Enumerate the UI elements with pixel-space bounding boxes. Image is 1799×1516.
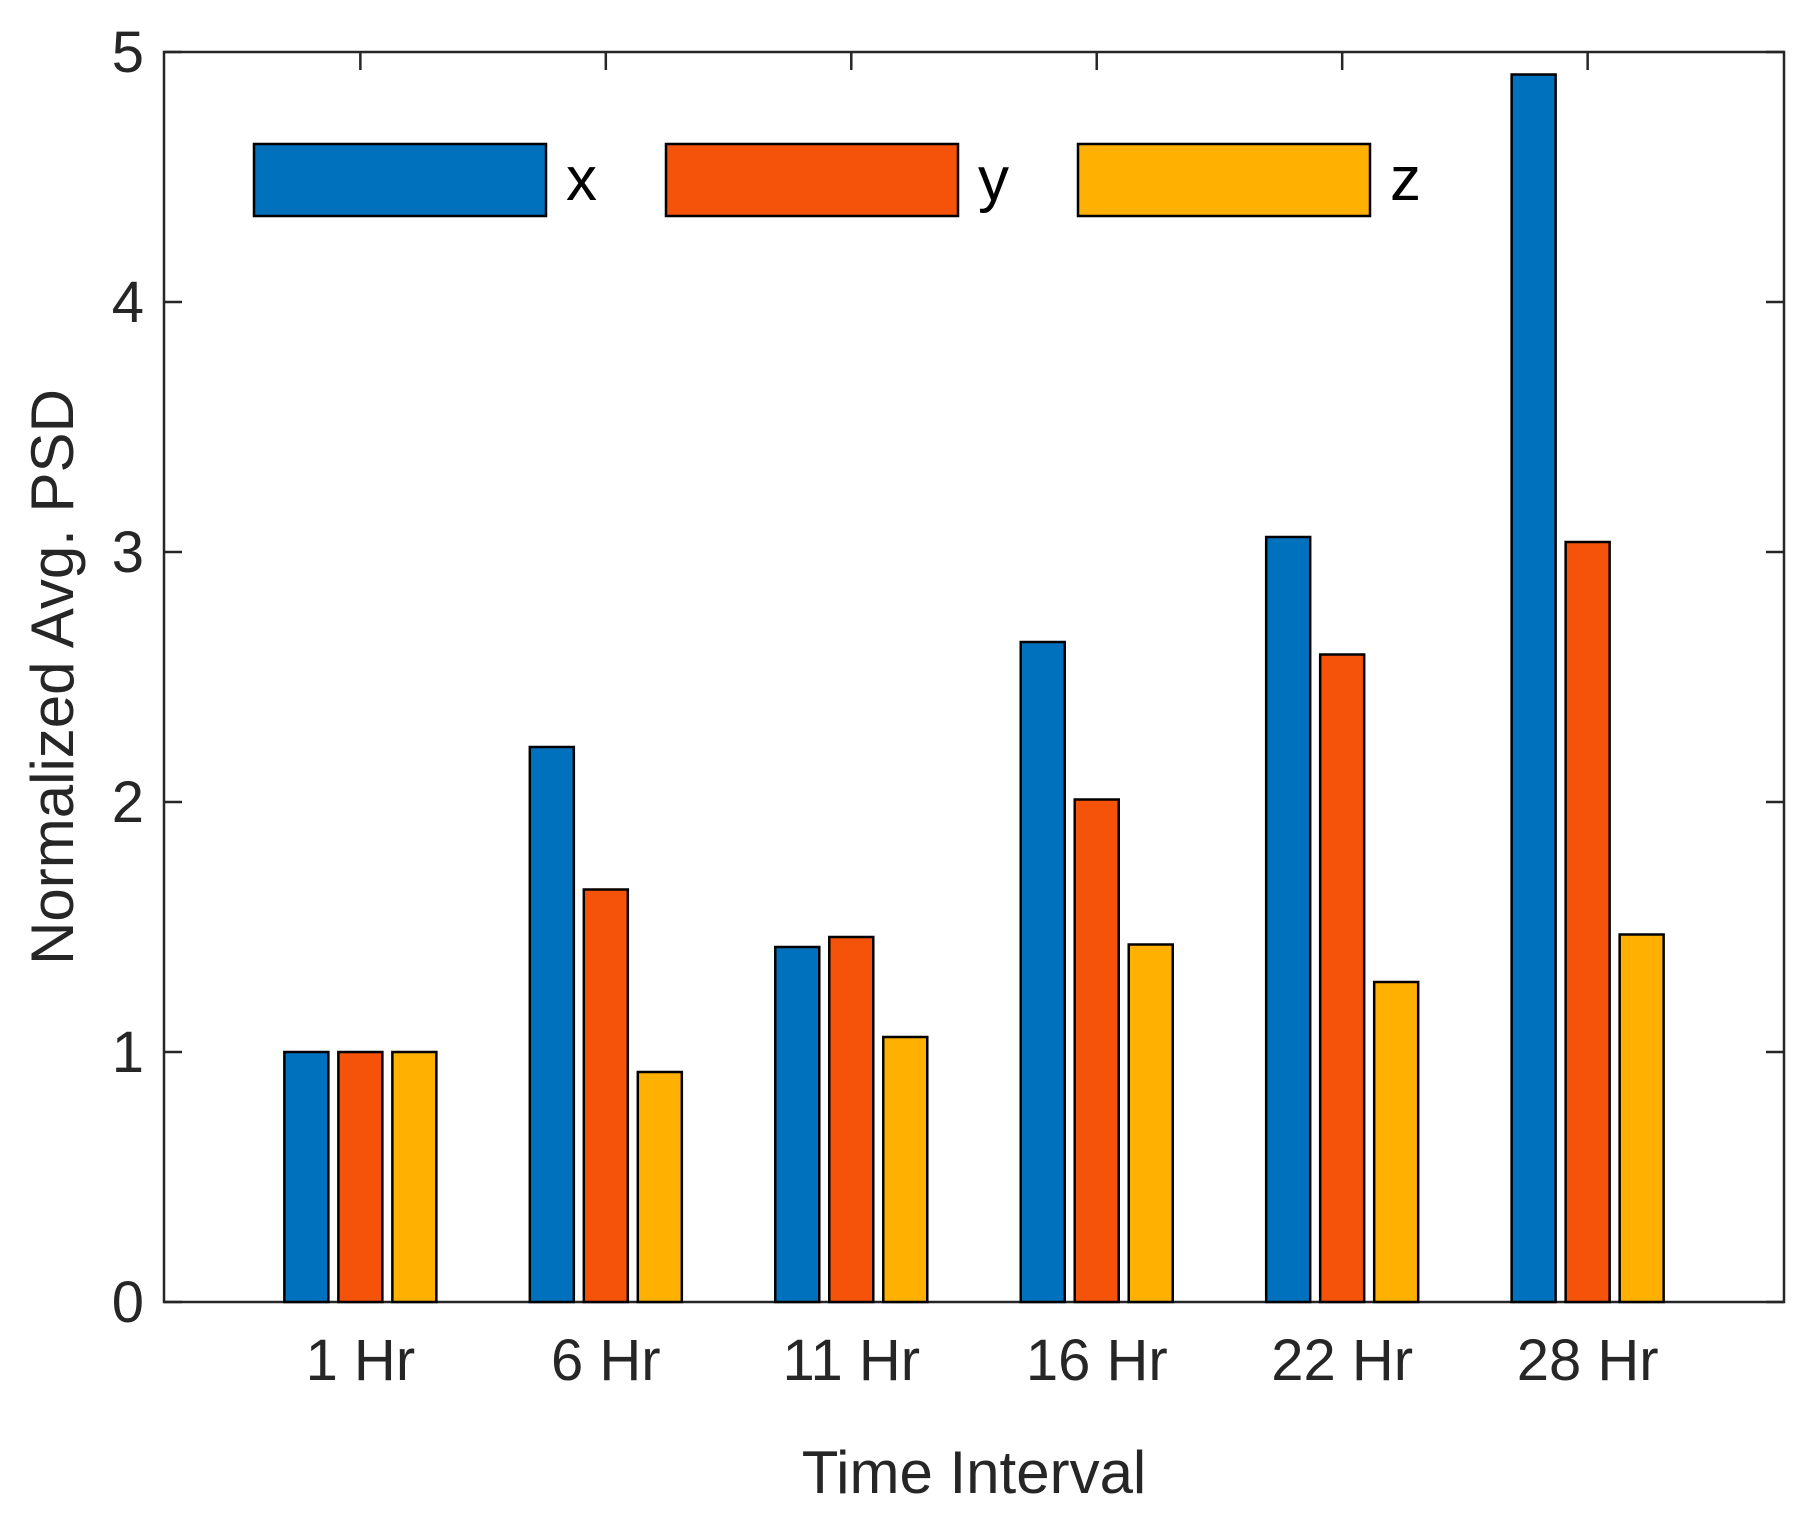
bar-z-1-hr (391, 1050, 438, 1304)
bar-x-22-hr (1264, 535, 1312, 1304)
x-tick-label: 6 Hr (551, 1328, 661, 1393)
y-tick-label: 4 (112, 270, 144, 335)
bar-z-6-hr (636, 1070, 684, 1304)
bar-series (283, 73, 1665, 1304)
x-tick-label: 28 Hr (1517, 1328, 1659, 1393)
y-tick-label: 2 (112, 770, 144, 835)
y-axis-ticks: 0 1 2 3 4 5 (112, 20, 1784, 1335)
y-axis-label: Normalized Avg. PSD (19, 389, 86, 965)
bar-x-6-hr (528, 745, 576, 1304)
legend-label-z: z (1390, 145, 1421, 214)
bar-z-28-hr (1618, 933, 1665, 1304)
legend: x y z (252, 142, 1421, 218)
legend-label-y: y (978, 145, 1009, 214)
y-tick-label: 3 (112, 520, 144, 585)
bar-y-28-hr (1564, 540, 1611, 1304)
plot-area: 0 1 2 3 4 5 1 Hr 6 Hr 11 Hr 16 Hr 22 Hr 28 Hr x y z (112, 20, 1786, 1393)
legend-label-x: x (566, 145, 597, 214)
y-tick-label: 0 (112, 1270, 144, 1335)
bar-z-11-hr (882, 1035, 929, 1304)
y-tick-label: 1 (112, 1020, 144, 1085)
bar-y-11-hr (828, 935, 875, 1304)
x-tick-label: 11 Hr (783, 1328, 921, 1393)
legend-swatch-x (252, 142, 548, 218)
bar-x-1-hr (283, 1050, 330, 1304)
x-axis-label: Time Interval (802, 1439, 1147, 1506)
x-axis-ticks: 1 Hr 6 Hr 11 Hr 16 Hr 22 Hr 28 Hr (306, 52, 1659, 1393)
y-tick-label: 5 (112, 20, 144, 85)
bar-x-11-hr (774, 945, 821, 1304)
bar-y-22-hr (1318, 653, 1366, 1304)
bar-z-16-hr (1127, 943, 1174, 1304)
bar-y-6-hr (582, 888, 630, 1304)
legend-swatch-y (664, 142, 960, 218)
x-tick-label: 1 Hr (306, 1328, 416, 1393)
x-tick-label: 22 Hr (1271, 1328, 1413, 1393)
bar-x-16-hr (1019, 640, 1066, 1304)
legend-swatch-z (1076, 142, 1372, 218)
bar-x-28-hr (1510, 73, 1557, 1304)
bar-y-16-hr (1073, 798, 1120, 1304)
bar-y-1-hr (337, 1050, 384, 1304)
x-tick-label: 16 Hr (1026, 1328, 1168, 1393)
bar-z-22-hr (1372, 980, 1420, 1304)
